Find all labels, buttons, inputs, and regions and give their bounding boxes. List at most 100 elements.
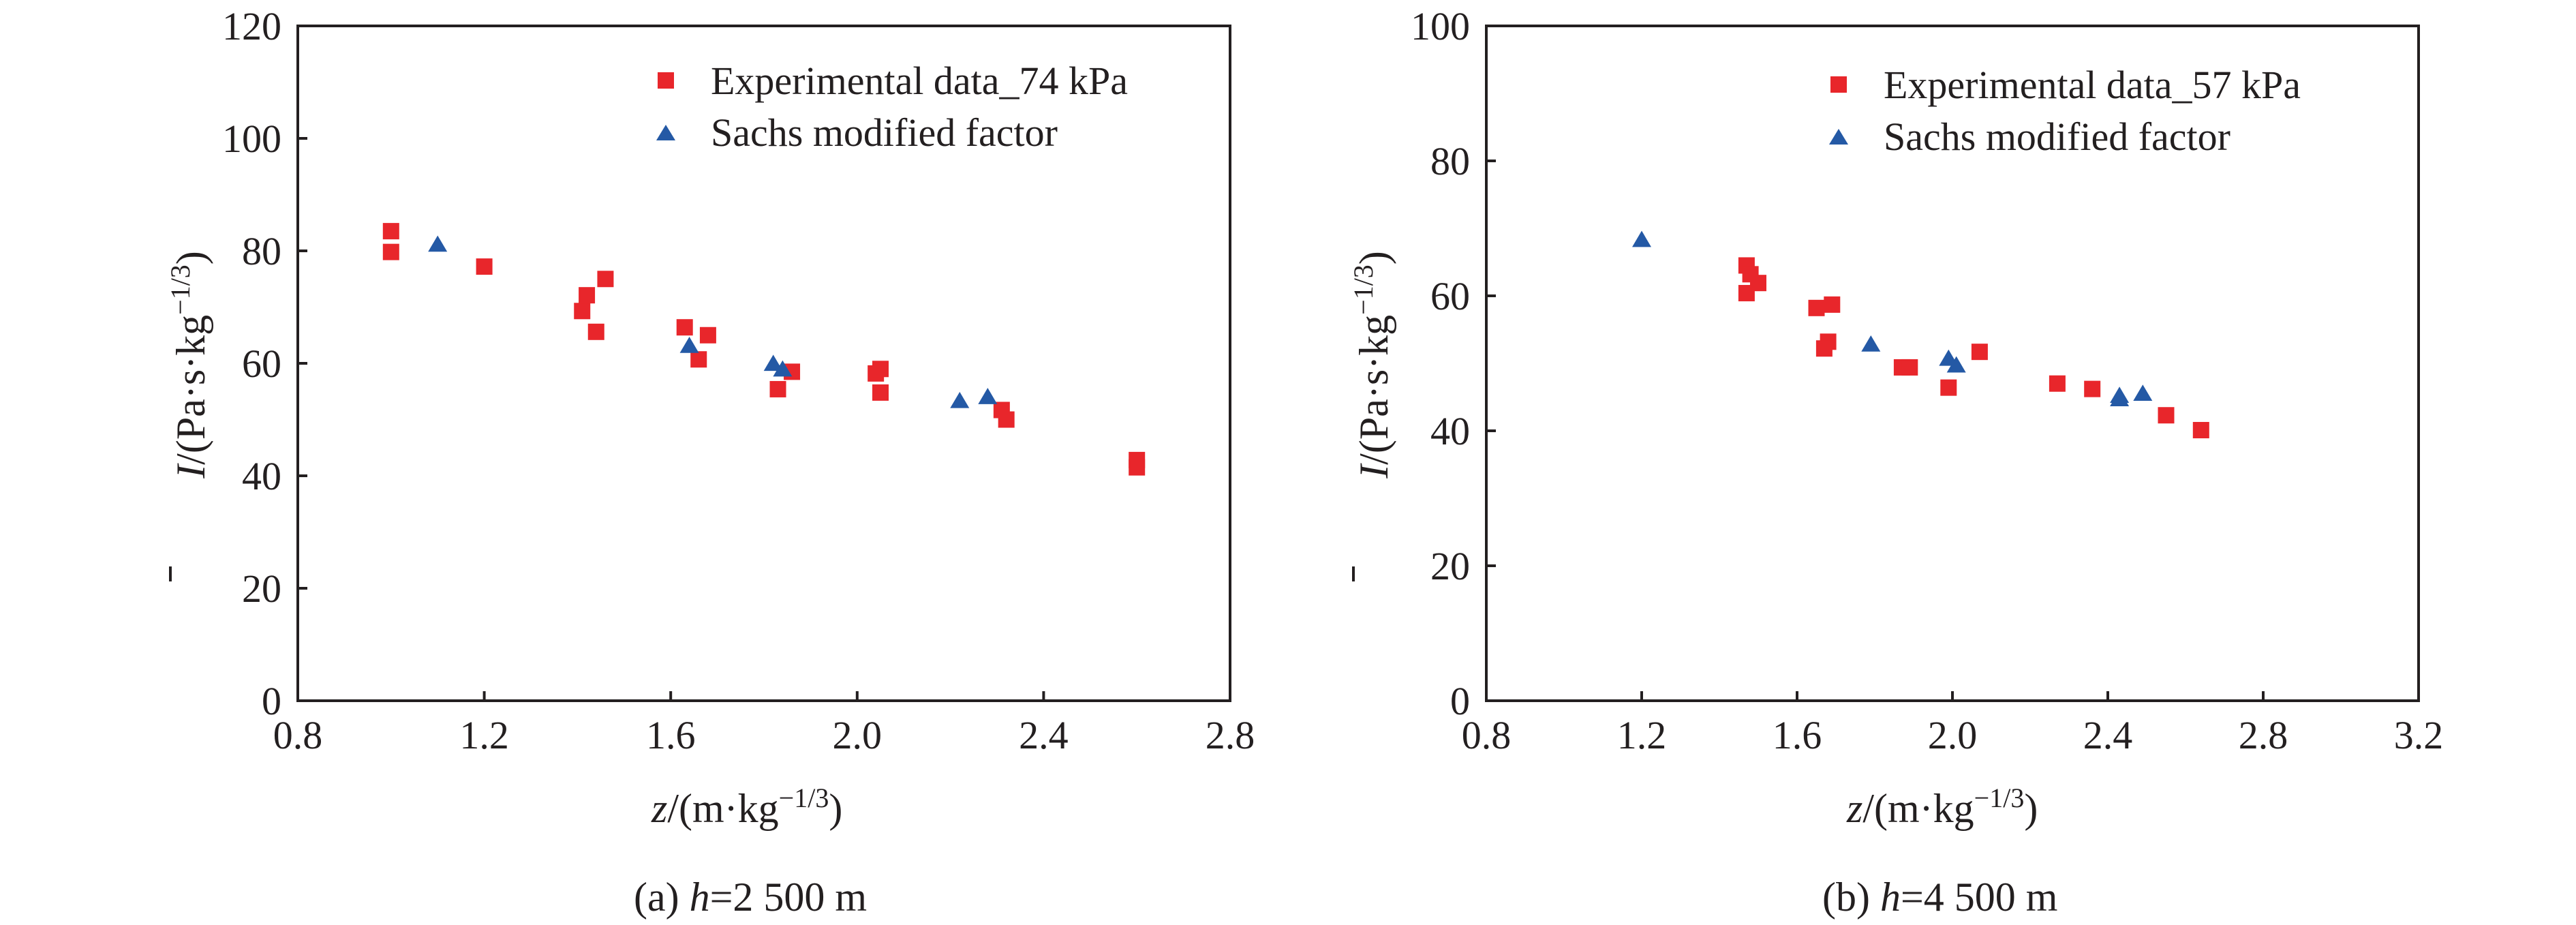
x-axis-unit-b: /(m·kg (1862, 786, 1974, 831)
caption-a: (a) h=2 500 m (634, 875, 867, 920)
experimental-point-b-12 (2049, 375, 2066, 392)
chart-panel-a: 0.8 1.2 1.6 2.0 2.4 2.8 0 20 40 60 80 100 120 Experi… (165, 4, 1255, 920)
legend-label-experimental-b: Experimental data_57 kPa (1884, 63, 2301, 107)
y-axis-exp-b: −1/3 (1348, 264, 1379, 315)
sachs-point-a-0 (428, 235, 448, 252)
experimental-point-a-5 (587, 323, 604, 340)
y-tick-label-b-0: 0 (1450, 679, 1470, 723)
sachs-point-a-2 (763, 354, 783, 371)
experimental-point-b-9 (1901, 359, 1918, 376)
legend-label-experimental-a: Experimental data_74 kPa (711, 59, 1128, 103)
experimental-point-a-8 (690, 351, 707, 368)
experimental-point-b-13 (2084, 380, 2101, 397)
y-axis-close-b: ) (1351, 251, 1396, 264)
y-axis-unit-a: /(Pa·s·kg (168, 315, 213, 465)
x-axis-unit-a: /(m·kg (667, 786, 778, 831)
sachs-point-b-0 (1632, 230, 1651, 247)
y-tick-label-b-5: 100 (1411, 4, 1470, 48)
x-axis-close-a: ) (829, 786, 842, 831)
x-tick-label-a-3: 2.0 (833, 713, 883, 757)
x-tick-label-b-3: 2.0 (1928, 713, 1978, 757)
y-tick-label-a-5: 100 (222, 117, 281, 161)
experimental-point-a-1 (382, 243, 399, 260)
tick-group-a: 0.8 1.2 1.6 2.0 2.4 2.8 0 20 40 60 80 100 120 (222, 4, 1255, 757)
experimental-point-b-4 (1808, 299, 1825, 316)
sachs-point-b-5 (2110, 390, 2130, 406)
y-axis-title-a: I/(Pa·s·kg−1/3) (165, 251, 213, 479)
y-tick-label-a-4: 80 (242, 229, 281, 273)
sachs-point-a-3 (773, 360, 793, 377)
chart-panel-b: 0.8 1.2 1.6 2.0 2.4 2.8 3.2 0 20 40 60 80 100 Experi… (1348, 4, 2443, 920)
x-tick-label-b-6: 3.2 (2394, 713, 2444, 757)
legend-label-sachs-b: Sachs modified factor (1884, 115, 2230, 159)
y-tick-label-a-1: 20 (242, 566, 281, 611)
x-axis-var-a: z (651, 786, 667, 831)
x-tick-label-a-4: 2.4 (1019, 713, 1069, 757)
sachs-point-b-3 (1946, 356, 1966, 373)
legend-marker-sachs-b (1829, 129, 1848, 145)
legend-a: Experimental data_74 kPa Sachs modified … (656, 59, 1128, 155)
x-tick-label-b-1: 1.2 (1617, 713, 1667, 757)
y-tick-label-b-3: 60 (1430, 274, 1470, 318)
sachs-point-a-5 (978, 388, 998, 404)
x-tick-label-b-5: 2.8 (2239, 713, 2288, 757)
y-tick-label-a-0: 0 (262, 679, 281, 723)
legend-marker-experimental-a (658, 72, 674, 89)
x-axis-exp-a: −1/3 (779, 783, 829, 813)
experimental-point-a-7 (676, 319, 693, 336)
experimental-point-b-10 (1940, 379, 1957, 396)
sachs-point-a-4 (950, 391, 970, 408)
y-tick-label-b-2: 40 (1430, 409, 1470, 453)
x-axis-exp-b: −1/3 (1974, 783, 2025, 813)
marker-group-b (1632, 230, 2209, 439)
x-axis-close-b: ) (2024, 786, 2038, 831)
legend-marker-sachs-a (656, 125, 675, 140)
x-axis-title-b: z/(m·kg−1/3) (1846, 783, 2038, 831)
caption-var-a: h (690, 875, 710, 920)
experimental-point-a-14 (872, 384, 889, 401)
y-axis-title-group-b: I/(Pa·s·kg−1/3) (1348, 251, 1396, 581)
caption-var-b: h (1880, 875, 1901, 920)
experimental-point-b-15 (2192, 422, 2209, 439)
x-tick-label-b-4: 2.4 (2083, 713, 2133, 757)
experimental-point-a-6 (597, 271, 614, 288)
y-tick-label-b-1: 20 (1430, 544, 1470, 588)
tick-group-b: 0.8 1.2 1.6 2.0 2.4 2.8 3.2 0 20 40 60 80 100 (1411, 4, 2443, 757)
y-tick-label-b-4: 80 (1430, 139, 1470, 183)
experimental-point-a-2 (476, 258, 493, 275)
y-axis-unit-b: /(Pa·s·kg (1351, 315, 1396, 465)
y-tick-label-a-3: 60 (242, 342, 281, 386)
y-axis-var-a: I (168, 463, 213, 479)
y-tick-label-a-6: 120 (222, 4, 281, 48)
x-axis-title-a: z/(m·kg−1/3) (651, 783, 842, 831)
x-tick-label-a-5: 2.8 (1206, 713, 1255, 757)
experimental-point-b-11 (1971, 344, 1988, 361)
caption-suffix-a: =2 500 m (710, 875, 868, 920)
y-axis-exp-a: −1/3 (165, 264, 196, 315)
experimental-point-a-16 (998, 411, 1015, 428)
caption-b: (b) h=4 500 m (1822, 875, 2057, 920)
experimental-point-b-5 (1824, 296, 1841, 313)
y-axis-close-a: ) (168, 251, 213, 264)
x-tick-label-a-0: 0.8 (273, 713, 323, 757)
caption-suffix-b: =4 500 m (1901, 875, 2058, 920)
caption-prefix-b: (b) (1822, 875, 1880, 920)
sachs-point-b-1 (1861, 335, 1881, 352)
y-axis-var-b: I (1351, 463, 1396, 479)
y-axis-title-b: I/(Pa·s·kg−1/3) (1348, 251, 1396, 479)
y-tick-label-a-2: 40 (242, 454, 281, 498)
experimental-point-b-7 (1815, 340, 1833, 357)
experimental-point-a-3 (574, 303, 591, 320)
legend-b: Experimental data_57 kPa Sachs modified … (1829, 63, 2301, 159)
marker-group-a (382, 223, 1146, 476)
experimental-point-a-18 (1129, 459, 1146, 476)
caption-prefix-a: (a) (634, 875, 690, 920)
x-axis-var-b: z (1846, 786, 1862, 831)
legend-marker-experimental-b (1830, 76, 1847, 93)
experimental-point-b-3 (1750, 275, 1766, 292)
sachs-point-b-6 (2133, 384, 2153, 401)
y-axis-title-group-a: I/(Pa·s·kg−1/3) (165, 251, 213, 581)
experimental-point-a-13 (872, 361, 889, 378)
legend-label-sachs-a: Sachs modified factor (711, 110, 1058, 155)
